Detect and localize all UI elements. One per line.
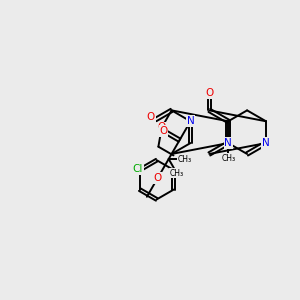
Text: N: N bbox=[187, 116, 194, 126]
Text: O: O bbox=[205, 88, 214, 98]
Text: O: O bbox=[158, 122, 166, 132]
Text: O: O bbox=[159, 126, 168, 136]
Text: CH₃: CH₃ bbox=[221, 154, 235, 163]
Text: O: O bbox=[146, 112, 155, 122]
Text: O: O bbox=[154, 173, 162, 183]
Text: N: N bbox=[262, 138, 270, 148]
Text: N: N bbox=[224, 138, 232, 148]
Text: Cl: Cl bbox=[133, 164, 143, 174]
Text: CH₃: CH₃ bbox=[178, 154, 192, 164]
Text: CH₃: CH₃ bbox=[170, 169, 184, 178]
